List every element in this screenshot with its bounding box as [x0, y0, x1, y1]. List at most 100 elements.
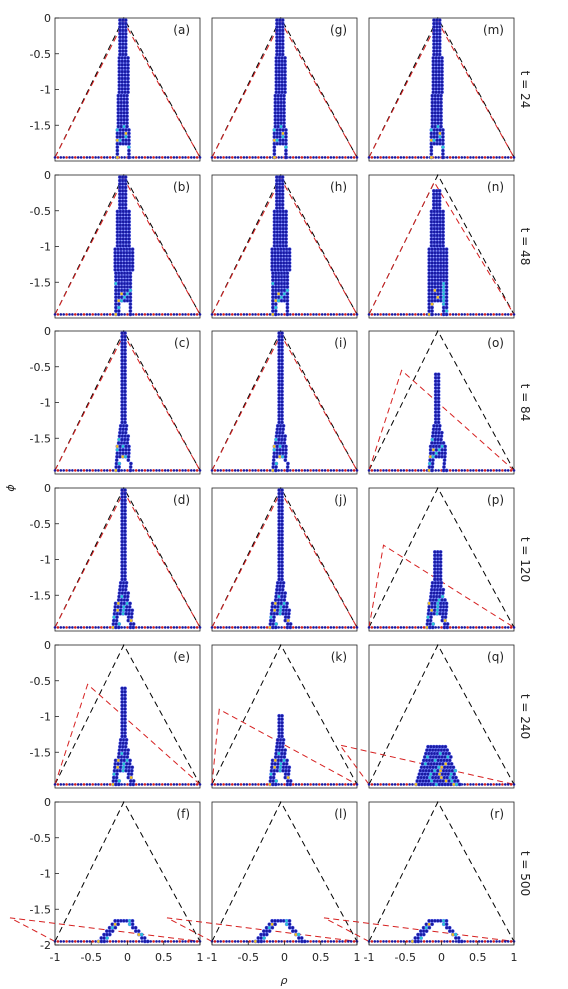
baseline-point — [140, 469, 144, 472]
data-point — [128, 312, 133, 317]
data-point — [123, 727, 127, 732]
data-point — [283, 83, 287, 88]
data-point — [437, 188, 442, 193]
data-point — [127, 237, 131, 241]
baseline-point — [172, 783, 176, 786]
data-point — [280, 525, 284, 530]
baseline-point — [326, 156, 330, 159]
data-point — [439, 434, 444, 439]
data-point — [430, 922, 435, 927]
baseline-point — [448, 469, 452, 472]
data-point — [273, 305, 278, 310]
data-point — [421, 932, 426, 937]
baseline-point — [303, 626, 307, 629]
data-point — [444, 608, 449, 613]
baseline-point — [105, 783, 109, 786]
data-point — [130, 267, 135, 272]
baseline-point — [172, 626, 176, 629]
data-point — [123, 717, 127, 722]
baseline-point — [97, 156, 100, 159]
outer-envelope-line — [54, 486, 201, 628]
baseline-point — [53, 783, 57, 786]
baseline-point — [245, 783, 249, 786]
baseline-point — [396, 940, 400, 943]
baseline-point — [466, 156, 469, 159]
data-point — [437, 25, 442, 29]
data-point — [441, 128, 445, 132]
baseline-point — [225, 783, 228, 786]
data-point — [430, 461, 435, 466]
baseline-point — [291, 626, 295, 629]
data-point — [123, 713, 127, 718]
baseline-point — [498, 313, 501, 316]
baseline-point — [451, 469, 455, 472]
data-point — [439, 580, 444, 585]
baseline-point — [309, 313, 312, 316]
baseline-point — [352, 313, 356, 316]
x-tick-label: 1 — [197, 951, 204, 964]
data-point — [123, 522, 127, 527]
baseline-point — [411, 469, 414, 472]
baseline-point — [390, 940, 394, 943]
data-point — [444, 295, 449, 300]
data-point — [439, 437, 443, 442]
data-point — [439, 100, 443, 105]
data-point — [288, 622, 293, 626]
baseline-point — [158, 313, 161, 316]
x-tick-label: 0 — [124, 951, 131, 964]
data-point — [280, 505, 284, 510]
baseline-point — [457, 469, 461, 472]
data-point — [280, 192, 285, 197]
panel-d: (d)0-0.5-1-1.5 — [30, 482, 202, 632]
data-point — [126, 83, 130, 88]
baseline-point — [132, 469, 135, 472]
baseline-point — [349, 313, 353, 316]
data-point — [123, 344, 127, 349]
baseline-point — [120, 469, 123, 472]
baseline-point — [59, 626, 63, 629]
data-point — [130, 918, 135, 923]
baseline-point — [140, 156, 144, 159]
baseline-point — [71, 783, 74, 786]
baseline-point — [219, 626, 222, 629]
baseline-point — [257, 313, 260, 316]
baseline-point — [373, 469, 377, 472]
baseline-point — [198, 626, 202, 629]
outer-envelope-line — [368, 800, 515, 942]
data-point — [287, 247, 292, 252]
data-point — [286, 615, 291, 620]
data-point — [115, 615, 119, 620]
data-point — [441, 138, 445, 143]
outer-envelope-line — [368, 643, 515, 785]
data-point — [127, 219, 131, 224]
baseline-point — [161, 940, 164, 943]
baseline-point — [219, 783, 222, 786]
data-point — [443, 447, 448, 452]
baseline-point — [393, 783, 397, 786]
data-point — [287, 918, 292, 923]
baseline-point — [195, 156, 199, 159]
data-point — [267, 929, 272, 934]
data-point — [272, 152, 277, 156]
baseline-point — [105, 626, 109, 629]
data-point — [127, 223, 131, 228]
baseline-point — [460, 313, 464, 316]
baseline-point — [335, 626, 339, 629]
baseline-point — [169, 469, 173, 472]
baseline-point — [425, 940, 429, 943]
data-point — [123, 199, 128, 204]
data-point — [116, 312, 121, 317]
data-point — [285, 288, 290, 293]
baseline-point — [352, 940, 356, 943]
baseline-point — [190, 626, 193, 629]
baseline-point — [399, 313, 403, 316]
data-point — [456, 936, 461, 940]
baseline-point — [146, 469, 150, 472]
data-point — [123, 195, 128, 200]
data-point — [438, 553, 443, 558]
data-point — [128, 291, 133, 296]
baseline-point — [489, 156, 493, 159]
baseline-point — [451, 940, 455, 943]
data-point — [438, 567, 443, 571]
baseline-point — [315, 626, 318, 629]
